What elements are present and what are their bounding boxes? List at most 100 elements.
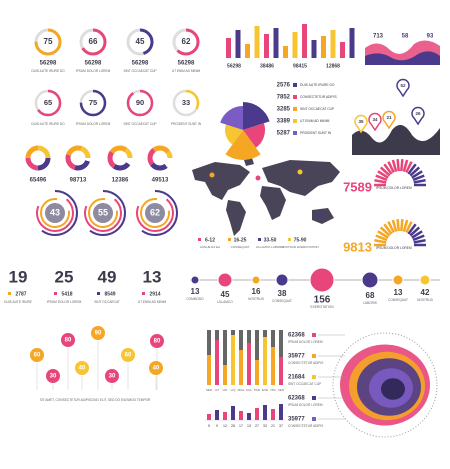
- label: 13: [191, 287, 200, 296]
- bar: [264, 34, 269, 58]
- gauge-tick: [396, 218, 400, 232]
- label: DUIS AUTE IRURE DO: [31, 122, 65, 126]
- area: [352, 125, 440, 155]
- pin: [354, 114, 368, 134]
- donut-seg: [147, 145, 173, 171]
- label: 68: [366, 291, 375, 300]
- label: 80: [65, 338, 72, 344]
- legend-swatch: [312, 396, 316, 400]
- timeline-node: [190, 275, 200, 285]
- label: 3285: [277, 107, 291, 113]
- ring-center: [145, 203, 165, 223]
- gauge-face: [131, 33, 149, 51]
- label: 43: [50, 207, 60, 217]
- ring-seg: [32, 190, 78, 236]
- bar: [255, 408, 259, 420]
- label: 5287: [277, 131, 291, 137]
- blob: [381, 378, 405, 400]
- label: 28: [231, 424, 235, 428]
- label: 35977: [288, 417, 305, 423]
- timeline-node: [419, 274, 431, 286]
- bar: [321, 36, 326, 58]
- bar: [302, 24, 307, 58]
- stat-marker: [8, 292, 11, 295]
- bar: [215, 410, 219, 420]
- world-map: [192, 158, 340, 236]
- label: DUIS AUTE IRURE DO: [300, 83, 335, 87]
- label: SED: [206, 388, 213, 392]
- bar: [283, 46, 288, 58]
- label: 30: [50, 374, 57, 380]
- label: 75: [89, 98, 97, 107]
- gauge-face: [177, 33, 195, 51]
- label: 49513: [152, 178, 169, 184]
- gauge-tick: [412, 174, 425, 182]
- label: NOSTRUD: [417, 298, 433, 302]
- gauge-tick: [411, 170, 423, 179]
- label: IPSUM DOLOR LOREM: [288, 340, 323, 344]
- map-dot: [297, 169, 303, 175]
- map-dot: [317, 212, 323, 218]
- label: 7589: [343, 179, 372, 194]
- pie-slice: [220, 106, 243, 130]
- legend-swatch: [228, 238, 231, 241]
- label: 33: [263, 424, 267, 428]
- gauge-tick: [375, 234, 388, 242]
- label: LIQ: [231, 388, 237, 392]
- label: IPSUM DOLOR LOREM: [76, 69, 111, 73]
- pin: [368, 112, 382, 132]
- ring-seg: [84, 194, 122, 232]
- bar: [271, 409, 275, 420]
- label: 62368: [288, 396, 305, 402]
- label: UT ENIM AD MINIM: [172, 69, 201, 73]
- label: 30: [109, 374, 116, 380]
- label: 98713: [70, 178, 87, 184]
- donut-seg: [107, 145, 133, 171]
- ring-seg: [88, 198, 118, 228]
- label: 65: [44, 98, 52, 107]
- gauge-tick: [411, 230, 423, 239]
- label: 56298: [178, 61, 195, 67]
- gauge-tick: [413, 238, 426, 244]
- gauge-tick: [405, 221, 413, 234]
- timeline-node: [309, 267, 335, 293]
- label: PROIDENT SUNT IN: [300, 131, 332, 135]
- gauge-tick: [409, 226, 421, 237]
- label: 13: [143, 267, 162, 286]
- pin: [149, 361, 163, 375]
- pie-slice: [225, 124, 243, 145]
- ring-seg: [36, 194, 74, 232]
- map-dot: [255, 175, 261, 181]
- label: 45: [221, 290, 230, 299]
- legend-swatch: [288, 238, 291, 241]
- bar: [263, 337, 267, 385]
- legend-swatch: [312, 354, 316, 358]
- pie-slice: [243, 123, 265, 148]
- bar: [207, 414, 211, 420]
- label: 9813: [343, 239, 372, 254]
- label: 45: [136, 37, 145, 46]
- label: 21: [271, 424, 275, 428]
- label: 56298: [227, 63, 241, 69]
- label: VEN: [278, 388, 284, 392]
- ring-arc: [172, 89, 200, 117]
- bar: [235, 30, 241, 58]
- pin: [150, 334, 164, 348]
- label: 6-12: [205, 237, 215, 243]
- label: COMMODO: [186, 297, 204, 301]
- label: 156: [314, 295, 331, 306]
- gauge-tick: [377, 230, 389, 239]
- gauge-tick: [402, 219, 409, 232]
- bar: [247, 343, 251, 385]
- label: 12: [223, 424, 227, 428]
- legend-swatch: [312, 333, 316, 337]
- gauge-tick: [374, 238, 387, 244]
- label: 38: [278, 289, 287, 298]
- donut-seg: [107, 145, 133, 171]
- label: DUIS AUTE IRURE: [4, 300, 32, 304]
- ring-arc: [79, 28, 107, 56]
- bar: [223, 365, 227, 385]
- label: 42: [421, 288, 430, 297]
- pin: [105, 369, 119, 383]
